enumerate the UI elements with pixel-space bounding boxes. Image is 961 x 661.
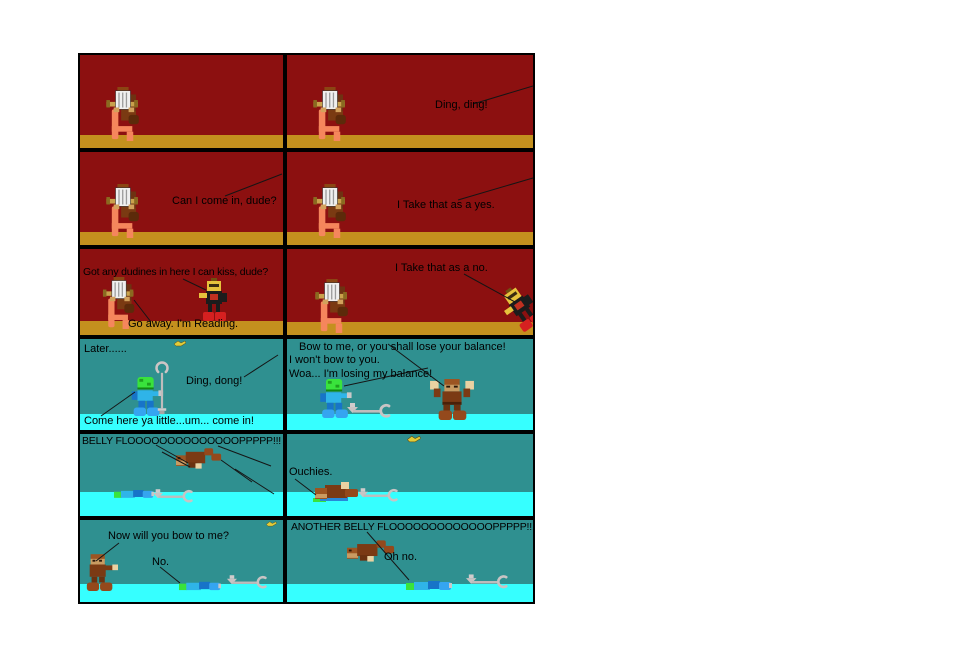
comic-strip: Ding, ding! Can I come in, dude? I Take …: [78, 53, 535, 604]
speech-text: Now will you bow to me?: [108, 530, 230, 542]
brown-robot-bellyflop-sprite: [176, 446, 222, 470]
coat-stand-fallen-sprite: [357, 488, 401, 502]
reader-robot-sprite: [106, 87, 140, 141]
reader-robot-sprite: [315, 279, 349, 333]
panel-8: Bow to me, or you shall lose your balanc…: [285, 337, 535, 432]
coat-stand-fallen-sprite: [465, 574, 511, 589]
yellow-robot-flying-sprite: [505, 285, 535, 331]
gold-floor: [287, 135, 533, 148]
cyan-floor: [80, 414, 283, 430]
speech-text: Can I come in, dude?: [172, 195, 277, 207]
reader-robot-sprite: [313, 184, 347, 238]
speech-text: I won't bow to you.: [289, 354, 380, 366]
panel-3: Can I come in, dude?: [78, 150, 285, 247]
panel-2: Ding, ding!: [285, 53, 535, 150]
speech-text: Woa... I'm losing my balance!: [289, 368, 433, 380]
cyan-floor: [287, 414, 533, 430]
yellow-robot-sprite: [199, 278, 229, 322]
speech-text: Come here ya little...um... come in!: [84, 415, 254, 427]
caption-text: Later......: [84, 343, 127, 355]
panel-9: BELLY FLOOOOOOOOOOOOOOPPPPP!!!: [78, 432, 285, 518]
shout-text: BELLY FLOOOOOOOOOOOOOOPPPPP!!!: [82, 435, 282, 447]
speech-text: I Take that as a yes.: [397, 199, 495, 211]
cyan-floor: [80, 584, 283, 602]
panel-4: I Take that as a yes.: [285, 150, 535, 247]
speech-text: Ding, ding!: [435, 99, 488, 111]
panel-6: I Take that as a no.: [285, 247, 535, 337]
brown-robot-pointing-sprite: [84, 553, 118, 593]
speech-text: Ouchies.: [289, 466, 333, 478]
panel-5: Got any dudines in here I can kiss, dude…: [78, 247, 285, 337]
panel-7: Later...... Ding, dong! Come here ya lit…: [78, 337, 285, 432]
panel-12: ANOTHER BELLY FLOOOOOOOOOOOOOPPPPP!!! Oh…: [285, 518, 535, 604]
debris-sprite: [174, 339, 186, 347]
speech-text: No.: [152, 556, 170, 568]
panel-1: [78, 53, 285, 150]
speech-text: I Take that as a no.: [395, 262, 488, 274]
green-robot-lying-sprite: [178, 580, 222, 591]
speech-text: Oh no.: [384, 551, 418, 563]
panel-11: Now will you bow to me? No.: [78, 518, 285, 604]
green-robot-lying-sprite: [114, 488, 154, 499]
cyan-floor: [287, 584, 533, 602]
speech-text: Got any dudines in here I can kiss, dude…: [83, 266, 269, 278]
green-robot-lying-sprite: [405, 579, 453, 591]
gold-floor: [287, 232, 533, 245]
debris-sprite: [266, 520, 277, 527]
coat-stand-sprite: [152, 361, 172, 415]
gold-floor: [80, 321, 283, 335]
debris-sprite: [407, 434, 421, 443]
gold-floor: [287, 322, 533, 335]
coat-stand-fallen-sprite: [226, 575, 270, 589]
coat-stand-fallen-sprite: [345, 403, 395, 418]
reader-robot-sprite: [106, 184, 140, 238]
reader-robot-sprite: [313, 87, 347, 141]
speech-text: Bow to me, or you shall lose your balanc…: [299, 341, 506, 353]
shout-text: ANOTHER BELLY FLOOOOOOOOOOOOOPPPPP!!!: [291, 521, 535, 533]
coat-stand-fallen-sprite: [152, 489, 196, 503]
brown-robot-wobbling-sprite: [429, 379, 475, 421]
speech-text: Go away. I'm Reading.: [128, 318, 239, 330]
panel-10: Ouchies.: [285, 432, 535, 518]
speech-text: Ding, dong!: [186, 375, 243, 387]
